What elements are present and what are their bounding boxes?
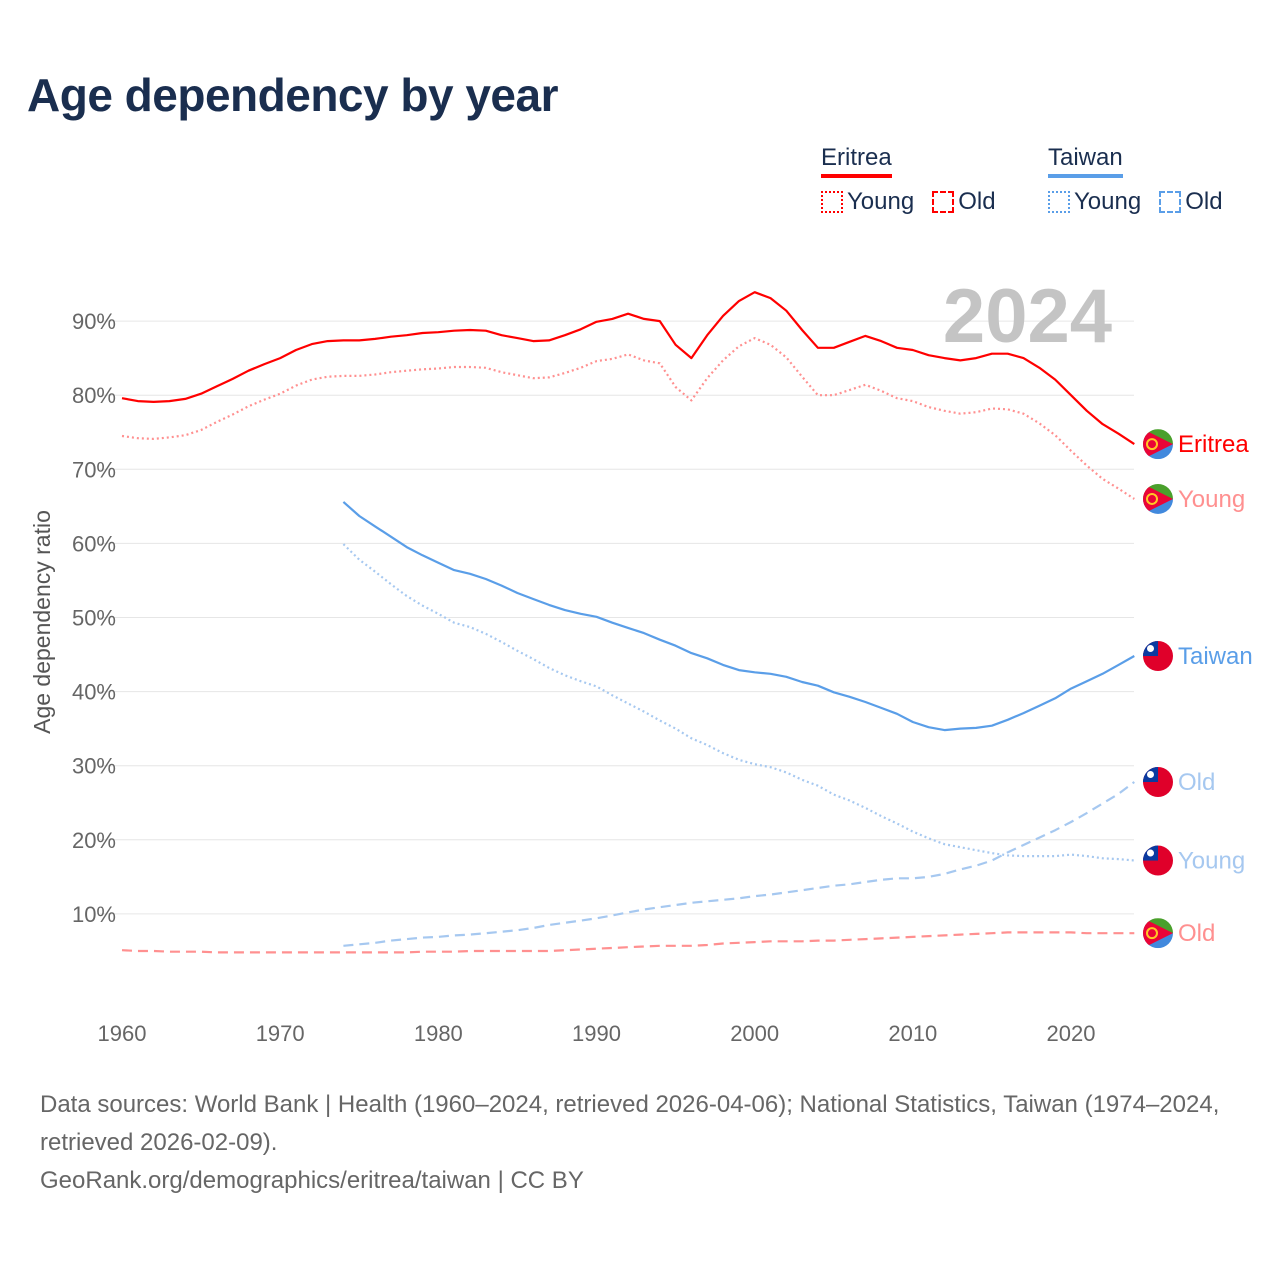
y-tick-label: 50% (72, 606, 116, 631)
legend-group-eritrea: Eritrea Young Old (821, 144, 996, 216)
series-line-taiwan-young[interactable] (342, 543, 1135, 862)
x-tick-label: 2020 (1047, 1021, 1096, 1046)
series-line-eritrea-young[interactable] (121, 337, 1135, 500)
series-end-label: Young (1178, 486, 1245, 513)
eritrea-flag-icon (1143, 483, 1173, 514)
legend-taiwan-young[interactable]: Young (1048, 188, 1141, 216)
legend-label: Young (847, 188, 915, 215)
y-axis-label: Age dependency ratio (29, 510, 55, 734)
x-tick-label: 2000 (730, 1021, 779, 1046)
x-tick-label: 1960 (98, 1021, 147, 1046)
series-end-label: Old (1178, 769, 1215, 796)
taiwan-flag-icon (1143, 767, 1173, 798)
attribution-link[interactable]: GeoRank.org/demographics/eritrea/taiwan … (40, 1167, 584, 1194)
legend-label: Young (1074, 188, 1142, 215)
legend-eritrea[interactable]: Eritrea (821, 144, 892, 178)
legend-group-taiwan: Taiwan Young Old (1048, 144, 1223, 216)
legend-taiwan[interactable]: Taiwan (1048, 144, 1123, 178)
y-tick-label: 80% (72, 383, 116, 408)
y-tick-label: 20% (72, 828, 116, 853)
sources-note: Data sources: World Bank | Health (1960–… (40, 1086, 1250, 1200)
series-end-label: Old (1178, 920, 1215, 947)
eritrea-flag-icon (1143, 429, 1173, 460)
legend-label: Old (1185, 188, 1223, 215)
legend-eritrea-young[interactable]: Young (821, 188, 914, 216)
x-tick-label: 1980 (414, 1021, 463, 1046)
series-end-label: Taiwan (1178, 643, 1253, 670)
year-watermark: 2024 (943, 274, 1112, 359)
legend-taiwan-old[interactable]: Old (1159, 188, 1223, 216)
y-tick-label: 60% (72, 531, 116, 556)
y-tick-label: 30% (72, 754, 116, 779)
series-line-taiwan-old[interactable] (343, 781, 1135, 947)
series-line-eritrea-old[interactable] (121, 931, 1135, 954)
legend-label: Old (958, 188, 996, 215)
legend-eritrea-old[interactable]: Old (932, 188, 996, 216)
plot-area: 10% 20% 30% 40% 50% 60% 70% 80% 90% 1960 1970 1980 1… (29, 274, 1253, 1046)
x-tick-label: 1990 (572, 1021, 621, 1046)
eritrea-flag-icon (1143, 918, 1173, 949)
y-tick-label: 90% (72, 309, 116, 334)
series-end-label: Eritrea (1178, 431, 1249, 458)
x-tick-label: 2010 (888, 1021, 937, 1046)
y-tick-label: 70% (72, 457, 116, 482)
series-end-label: Young (1178, 848, 1245, 875)
data-sources-text: Data sources: World Bank | Health (1960–… (40, 1091, 1220, 1156)
series-line-taiwan[interactable] (342, 501, 1135, 732)
taiwan-flag-icon (1143, 845, 1173, 876)
taiwan-flag-icon (1143, 641, 1173, 672)
chart-title: Age dependency by year (27, 69, 558, 121)
y-tick-label: 40% (72, 680, 116, 705)
series-line-eritrea[interactable] (121, 291, 1135, 446)
dotted-swatch-icon (1048, 191, 1070, 213)
y-tick-label: 10% (72, 902, 116, 927)
x-tick-label: 1970 (256, 1021, 305, 1046)
dashed-swatch-icon (1159, 191, 1182, 213)
dashed-swatch-icon (932, 191, 955, 213)
dotted-swatch-icon (821, 191, 843, 213)
